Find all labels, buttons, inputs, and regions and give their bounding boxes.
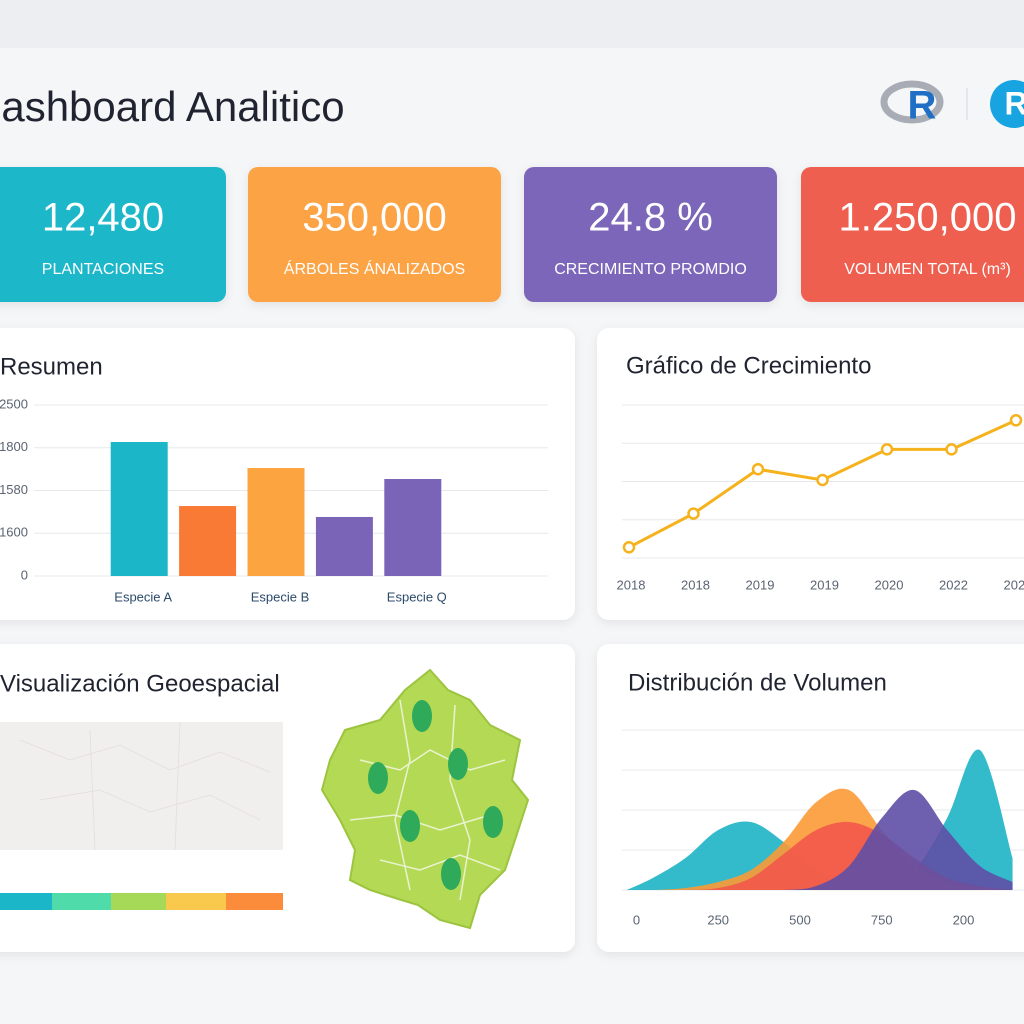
panel-title: Visualización Geoespacial [0,670,280,697]
kpi-label: VOLUMEN TOTAL (m³) [844,261,1011,278]
y-tick-label: 1580 [0,482,28,497]
logo: R [880,80,944,128]
x-tick-label: 2020 [875,577,904,592]
logo: R [990,80,1024,128]
y-tick-label: 1600 [0,525,28,540]
x-tick-label: 0 [633,912,640,927]
kpi-value: 24.8 % [588,196,713,240]
point [816,473,829,487]
point [687,507,700,520]
panel-title: Distribución de Volumen [628,669,887,696]
x-tick-label: 200 [953,912,975,927]
kpi-label: ÁRBOLES ÁNALIZADOS [284,259,465,278]
bar [110,442,168,576]
bar [315,516,373,576]
point [751,463,765,476]
point [880,443,894,456]
kpi-value: 1.250,000 [839,196,1017,240]
kpi-value: 350,000 [302,196,447,240]
panel-title: Resumen [0,353,103,380]
map [0,668,530,930]
area [626,749,1013,890]
logo-text: R [908,84,937,128]
x-tick-label: 2023 [1004,577,1024,592]
panel-title: Gráfico de Crecimiento [626,352,871,379]
kpi-label: CRECIMIENTO PROMDIO [554,261,747,278]
x-tick-label: 750 [871,912,893,927]
y-tick-label: 1800 [0,439,28,454]
x-tick-label: Especie A [114,589,172,604]
page-title: Dashboard Analitico [0,83,345,130]
kpi-card [248,167,501,302]
y-tick-label: 2500 [0,396,28,411]
area [626,789,1013,890]
kpi-label: PLANTACIONES [42,261,164,278]
card [597,328,1024,620]
bar [179,506,237,576]
kpi-card [524,167,777,302]
bar [384,479,442,576]
kpi-card [0,167,226,302]
x-tick-label: 2022 [939,577,968,592]
point [945,443,958,456]
x-tick-label: 2018 [681,577,710,592]
logo-text: R [1004,85,1024,121]
x-tick-label: 250 [707,912,729,927]
kpi-card [801,167,1024,302]
point [1009,414,1023,427]
x-tick-label: 2019 [746,577,775,592]
bar [247,467,305,576]
kpi-value: 12,480 [42,196,164,240]
x-tick-label: Especie B [251,589,310,604]
y-tick-label: 0 [21,567,28,582]
x-tick-label: 2018 [617,577,646,592]
x-tick-label: Especie Q [387,589,447,604]
x-tick-label: 2019 [810,577,839,592]
x-tick-label: 500 [789,912,811,927]
point [622,541,636,554]
